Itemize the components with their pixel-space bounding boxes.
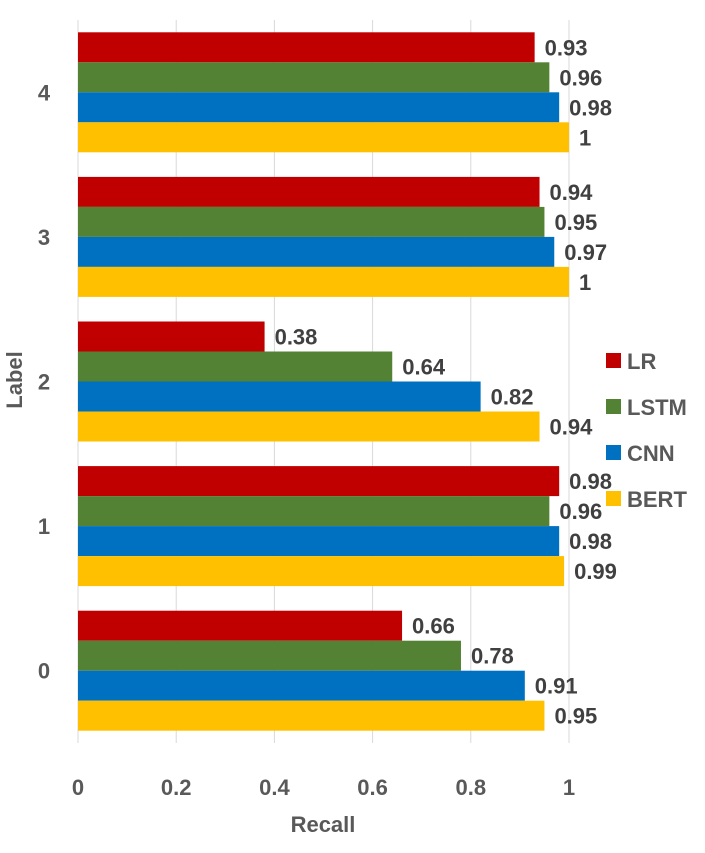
data-label-cnn-1: 0.98: [569, 529, 612, 554]
bar-lstm-label-0: [78, 640, 461, 671]
x-tick-label: 0: [72, 775, 84, 800]
y-axis-title: Label: [2, 351, 27, 408]
bar-bert-label-4: [78, 122, 569, 153]
bar-lr-label-2: [78, 321, 265, 352]
x-axis-ticks: 0 0.2 0.4 0.6 0.8 1: [72, 775, 575, 800]
bar-bert-label-2: [78, 411, 540, 442]
legend-label-bert: BERT: [627, 487, 687, 512]
bar-bert-label-0: [78, 700, 545, 731]
bar-lr-label-0: [78, 610, 403, 641]
bar-cnn-label-2: [78, 381, 481, 412]
y-tick-label-0: 0: [38, 659, 50, 684]
y-tick-label-4: 4: [38, 80, 51, 105]
y-tick-label-1: 1: [38, 514, 50, 539]
legend-swatch-cnn: [606, 445, 621, 460]
bar-lr-label-3: [78, 176, 540, 207]
bar-lr-label-1: [78, 466, 560, 497]
bar-cnn-label-3: [78, 236, 555, 267]
data-label-lr-3: 0.94: [550, 180, 594, 205]
x-tick-label: 0.8: [456, 775, 487, 800]
data-label-bert-0: 0.95: [554, 704, 597, 729]
data-label-bert-1: 0.99: [574, 559, 617, 584]
data-label-lr-1: 0.98: [569, 469, 612, 494]
bar-lstm-label-4: [78, 62, 550, 93]
y-tick-label-2: 2: [38, 370, 50, 395]
x-tick-label: 0.6: [357, 775, 388, 800]
data-label-cnn-0: 0.91: [535, 674, 578, 699]
data-label-cnn-3: 0.97: [564, 240, 607, 265]
data-label-bert-2: 0.94: [550, 415, 594, 440]
data-label-cnn-2: 0.82: [491, 385, 534, 410]
bar-lstm-label-3: [78, 206, 545, 237]
x-tick-label: 0.2: [161, 775, 192, 800]
data-label-cnn-4: 0.98: [569, 95, 612, 120]
data-label-bert-3: 1: [579, 270, 591, 295]
x-tick-label: 0.4: [259, 775, 290, 800]
bar-lstm-label-1: [78, 496, 550, 527]
bar-cnn-label-0: [78, 670, 525, 701]
data-label-lr-4: 0.93: [545, 35, 588, 60]
bar-bert-label-1: [78, 556, 565, 587]
legend-swatch-lstm: [606, 399, 621, 414]
y-axis-ticks: 0 1 2 3 4: [38, 80, 51, 683]
legend-label-cnn: CNN: [627, 441, 675, 466]
bar-bert-label-3: [78, 266, 569, 297]
legend-swatch-bert: [606, 491, 621, 506]
x-axis-title: Recall: [291, 812, 356, 837]
legend-label-lr: LR: [627, 349, 656, 374]
data-label-lstm-4: 0.96: [559, 65, 602, 90]
bar-cnn-label-4: [78, 92, 560, 123]
legend-swatch-lr: [606, 353, 621, 368]
data-label-lstm-0: 0.78: [471, 644, 514, 669]
bar-lstm-label-2: [78, 351, 393, 382]
legend-label-lstm: LSTM: [627, 395, 687, 420]
y-tick-label-3: 3: [38, 225, 50, 250]
bar-lr-label-4: [78, 32, 535, 63]
bars: [78, 32, 569, 731]
x-tick-label: 1: [563, 775, 575, 800]
data-label-lr-0: 0.66: [412, 614, 455, 639]
data-label-lstm-2: 0.64: [402, 355, 446, 380]
legend: LR LSTM CNN BERT: [606, 349, 687, 512]
data-label-lstm-3: 0.95: [554, 210, 597, 235]
bar-cnn-label-1: [78, 526, 560, 557]
data-labels: 0.66 0.78 0.91 0.95 0.98 0.96 0.98 0.99 0.38 0.64…: [275, 35, 617, 728]
data-label-lr-2: 0.38: [275, 325, 318, 350]
data-label-bert-4: 1: [579, 125, 591, 150]
data-label-lstm-1: 0.96: [559, 499, 602, 524]
